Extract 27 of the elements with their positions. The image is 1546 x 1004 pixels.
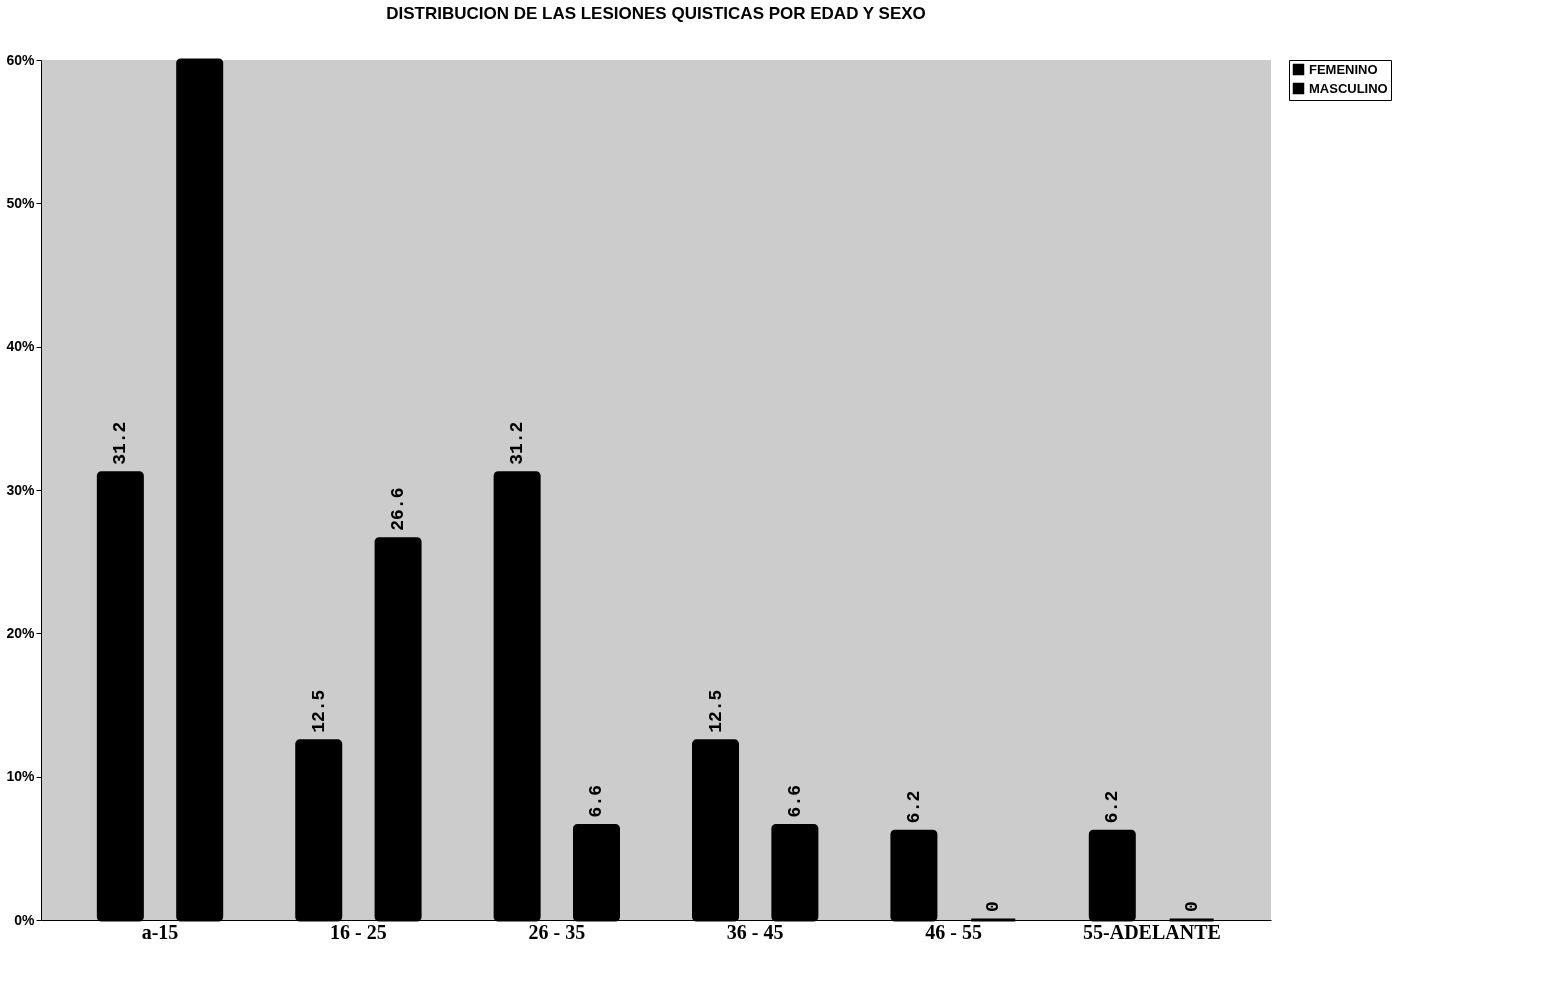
data-label: 26.6 [388,487,409,531]
data-label: 31.2 [507,421,528,465]
data-label: 0 [983,901,1004,912]
data-label: 6.2 [903,790,924,824]
y-tick-label: 50% [6,194,36,211]
y-tick-label: 10% [6,768,36,785]
x-tick-label: 26 - 35 [528,920,586,943]
data-label: 0 [1181,901,1202,912]
y-tick-label: 30% [6,481,36,498]
x-tick-label: 46 - 55 [925,920,982,943]
data-label: 12.5 [705,689,726,733]
chart-title: DISTRIBUCION DE LAS LESIONES QUISTICAS POR EDAD Y SEXO [386,4,926,23]
data-label: 6.2 [1102,790,1123,824]
data-label: 31.2 [110,421,131,465]
data-label: 6.6 [586,784,607,818]
legend-label: FEMENINO [1309,61,1378,77]
x-tick-label: 16 - 25 [330,920,387,943]
y-tick-label: 60% [6,51,36,68]
x-tick-label: 36 - 45 [726,920,784,943]
x-tick-label: 55-ADELANTE [1083,920,1221,943]
y-tick-label: 40% [6,338,36,355]
y-tick-label: 20% [6,624,36,641]
x-tick-label: a-15 [141,920,179,943]
y-tick-label: 0% [14,911,36,928]
legend-label: MASCULINO [1309,80,1388,96]
data-label: 12.5 [308,689,329,733]
data-label: 6.6 [784,784,805,818]
